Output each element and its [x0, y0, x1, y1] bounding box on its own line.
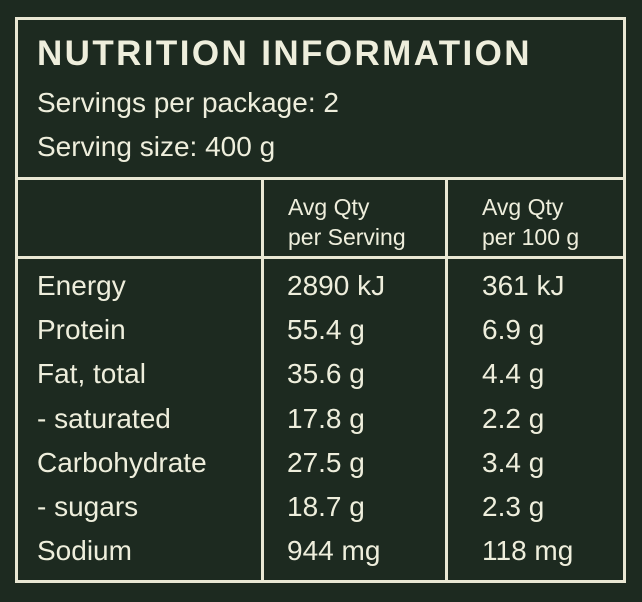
- column-header-per-100g-line2: per 100 g: [482, 224, 580, 250]
- nutrient-name: Energy: [37, 270, 126, 301]
- table-row: - sugars 18.7 g 2.3 g: [18, 491, 623, 535]
- value-per-100g: 2.3 g: [482, 490, 545, 522]
- table-row: - saturated 17.8 g 2.2 g: [18, 403, 623, 447]
- column-divider-serving: [261, 177, 264, 583]
- nutrient-name: Protein: [37, 314, 126, 346]
- table-row: Sodium 944 mg 118 mg: [18, 535, 623, 579]
- serving-size: Serving size: 400 g: [37, 131, 276, 162]
- column-divider-per100: [445, 177, 448, 583]
- value-per-100g: 361 kJ: [482, 270, 565, 301]
- header-divider: [18, 177, 623, 180]
- value-per-100g: 6.9 g: [482, 314, 545, 346]
- value-per-100g: 4.4 g: [482, 358, 545, 390]
- table-row: Protein 55.4 g 6.9 g: [18, 314, 623, 358]
- column-header-per-100g-line1: Avg Qty: [482, 194, 564, 220]
- value-per-100g: 118 mg: [482, 535, 574, 567]
- column-header-divider: [18, 256, 623, 259]
- value-per-serving: 18.7 g: [287, 490, 365, 522]
- nutrient-name: Sodium: [37, 535, 132, 567]
- value-per-serving: 17.8 g: [287, 402, 365, 434]
- column-header-per-serving-line1: Avg Qty: [288, 194, 370, 220]
- value-per-serving: 27.5 g: [287, 446, 365, 478]
- value-per-100g: 3.4 g: [482, 446, 545, 478]
- value-per-serving: 944 mg: [287, 535, 381, 567]
- value-per-serving: 2890 kJ: [287, 270, 386, 301]
- nutrient-rows: Energy 2890 kJ 361 kJ Protein 55.4 g 6.9…: [18, 270, 623, 579]
- value-per-serving: 55.4 g: [287, 314, 365, 346]
- column-header-per-100g: Avg Qty per 100 g: [482, 192, 579, 252]
- column-header-per-serving: Avg Qty per Serving: [288, 192, 406, 252]
- nutrient-name: - saturated: [37, 402, 171, 434]
- value-per-100g: 2.2 g: [482, 402, 545, 434]
- nutrient-name: Carbohydrate: [37, 446, 207, 478]
- nutrient-name: Fat, total: [37, 358, 146, 390]
- table-row: Energy 2890 kJ 361 kJ: [18, 270, 623, 314]
- column-header-per-serving-line2: per Serving: [288, 224, 406, 250]
- value-per-serving: 35.6 g: [287, 358, 365, 390]
- table-row: Fat, total 35.6 g 4.4 g: [18, 358, 623, 402]
- table-row: Carbohydrate 27.5 g 3.4 g: [18, 447, 623, 491]
- servings-per-package: Servings per package: 2: [37, 87, 339, 118]
- nutrition-panel: NUTRITION INFORMATION Servings per packa…: [15, 17, 626, 583]
- nutrient-name: - sugars: [37, 490, 139, 522]
- panel-title: NUTRITION INFORMATION: [37, 34, 532, 73]
